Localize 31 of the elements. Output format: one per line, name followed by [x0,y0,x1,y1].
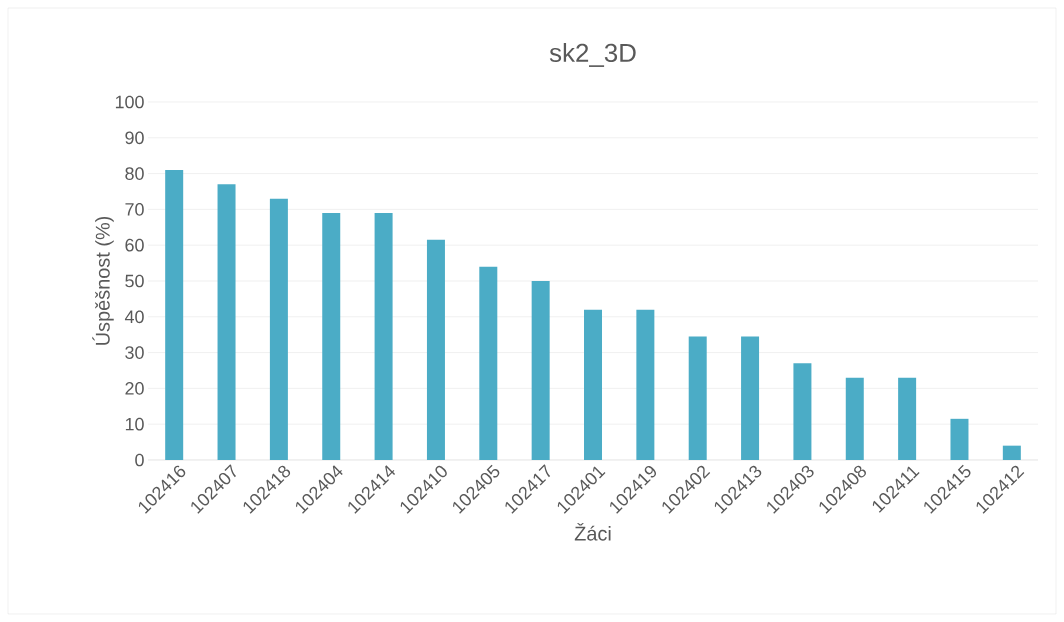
bar [793,363,812,460]
bar [269,198,288,460]
y-tick-label: 10 [125,417,144,431]
bar [950,418,969,460]
y-tick-label: 30 [125,346,144,359]
y-tick-label: 60 [125,238,144,252]
bar [636,309,655,460]
bar [479,266,498,460]
y-tick-label: 90 [125,131,144,145]
bar [322,212,341,460]
bar [584,309,603,460]
bar [741,336,760,460]
y-tick-label: 20 [125,382,144,395]
y-tick-label: 40 [124,310,144,324]
bar [374,212,393,460]
y-tick-label: 0 [135,453,144,467]
chart-title: sk2_3D [549,43,636,67]
bar [845,377,864,460]
x-axis-title: Žáci [574,523,611,541]
bar [1002,445,1021,460]
y-tick-label: 80 [125,167,144,180]
bar [688,336,707,460]
bar [165,170,184,460]
y-axis-title: Úspěšnost (%) [92,216,114,345]
bar [426,239,445,460]
y-tick-label: 70 [125,203,144,216]
bar [898,377,917,460]
bar [531,280,550,460]
bar [217,184,236,460]
y-tick-label: 50 [125,274,144,288]
y-tick-label: 100 [115,95,144,109]
